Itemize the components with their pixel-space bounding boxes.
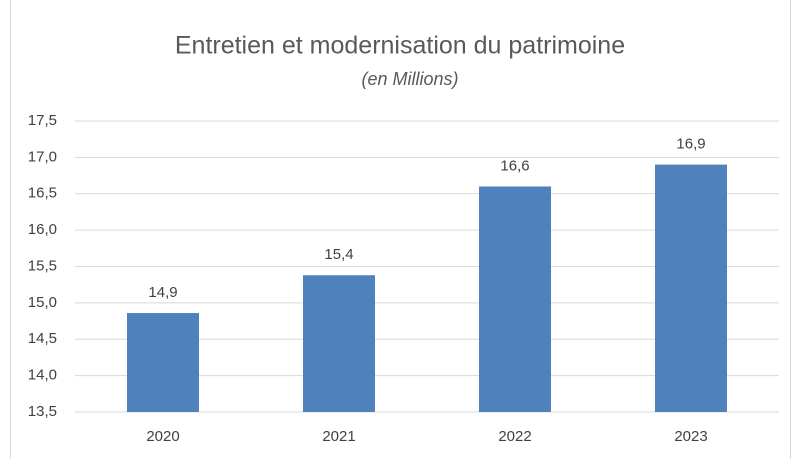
y-tick-label: 14,5 [28,330,57,347]
chart-subtitle: (en Millions) [361,69,458,89]
data-label: 14,9 [148,284,177,301]
x-tick-label: 2023 [674,428,707,445]
data-label: 15,4 [324,246,353,263]
bar [127,313,199,412]
bar [303,275,375,412]
data-label: 16,9 [676,136,705,153]
x-tick-label: 2021 [322,428,355,445]
y-tick-label: 16,0 [28,221,57,238]
y-tick-label: 15,0 [28,294,57,311]
y-tick-label: 16,5 [28,185,57,202]
y-tick-label: 17,0 [28,148,57,165]
bar [479,186,551,412]
x-tick-label: 2022 [498,428,531,445]
chart-title: Entretien et modernisation du patrimoine [175,32,625,60]
bar [655,164,727,412]
y-tick-label: 14,0 [28,367,57,384]
data-label: 16,6 [500,157,529,174]
x-tick-label: 2020 [146,428,179,445]
y-tick-label: 15,5 [28,257,57,274]
y-tick-label: 17,5 [28,112,57,129]
y-tick-label: 13,5 [28,403,57,420]
